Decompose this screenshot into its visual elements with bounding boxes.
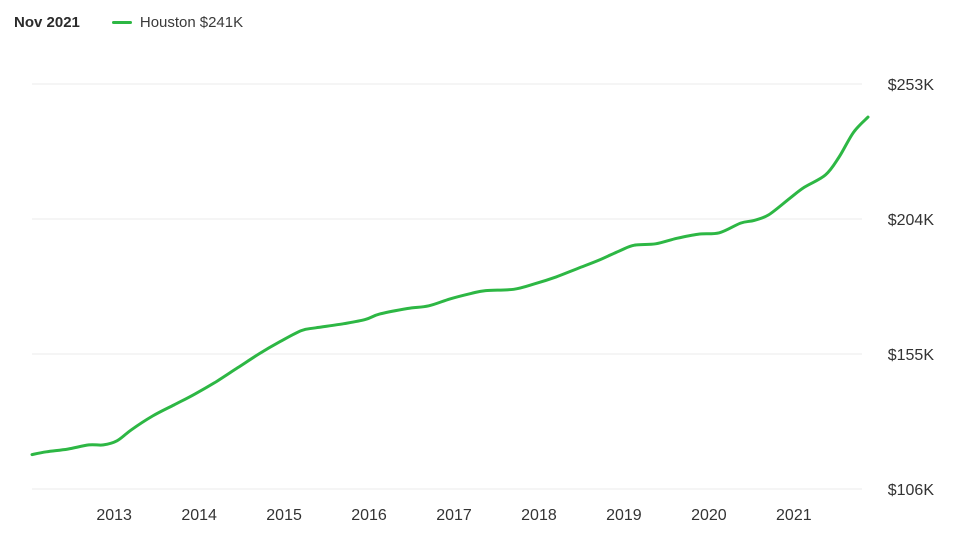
- x-tick-label: 2021: [776, 507, 812, 524]
- legend-series-name: Houston: [139, 13, 196, 31]
- x-tick-label: 2018: [521, 507, 557, 524]
- legend-series-value: $241K: [199, 13, 244, 31]
- y-tick-label: $106K: [888, 482, 935, 499]
- legend-item-houston[interactable]: Houston $241K: [111, 14, 243, 31]
- series-lines: [30, 115, 870, 457]
- chart-header: Nov 2021 Houston $241K: [14, 12, 243, 32]
- x-tick-label: 2019: [606, 507, 642, 524]
- x-tick-label: 2015: [266, 507, 302, 524]
- y-tick-label: $155K: [888, 347, 935, 364]
- legend-text: Houston $241K: [140, 14, 243, 31]
- x-tick-label: 2016: [351, 507, 387, 524]
- x-tick-label: 2020: [691, 507, 727, 524]
- y-tick-label: $204K: [888, 212, 935, 229]
- y-tick-label: $253K: [888, 77, 935, 94]
- grid-lines: [32, 83, 862, 490]
- x-tick-label: 2013: [96, 507, 132, 524]
- date-label: Nov 2021: [14, 13, 80, 31]
- x-tick-label: 2014: [181, 507, 217, 524]
- x-axis-ticks: 2013 2014 2015 2016 2017 2018 2019 2020 2021: [96, 507, 811, 524]
- legend-swatch: [111, 20, 132, 24]
- y-axis-ticks: $253K $204K $155K $106K: [888, 77, 935, 499]
- x-tick-label: 2017: [436, 507, 472, 524]
- series-line-houston[interactable]: [30, 115, 870, 457]
